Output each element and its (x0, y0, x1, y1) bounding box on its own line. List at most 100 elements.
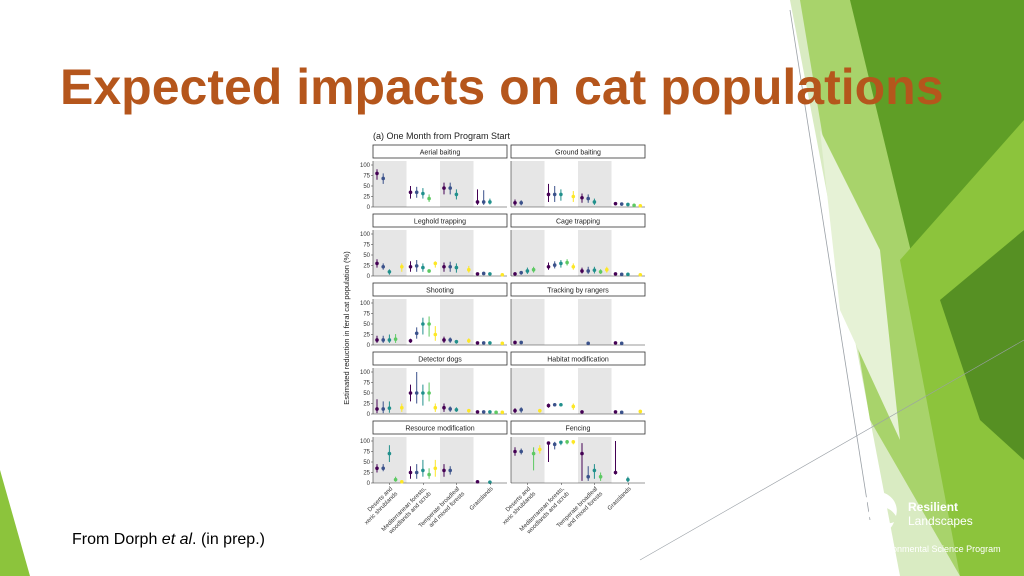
data-point (638, 203, 643, 208)
data-point (421, 265, 425, 270)
y-tick-label: 50 (363, 391, 370, 397)
data-point (448, 468, 452, 473)
y-tick-label: 100 (360, 439, 371, 445)
data-point (427, 322, 431, 326)
data-point (531, 451, 536, 456)
y-tick-label: 100 (360, 163, 371, 169)
panel-strip-label: Tracking by rangers (547, 288, 609, 295)
panel-strip-label: Leghold trapping (414, 219, 466, 226)
data-point (571, 264, 576, 269)
y-tick-label: 75 (363, 312, 370, 318)
caption-italic: et al (161, 531, 193, 548)
x-tick-label: Grasslands (469, 486, 495, 512)
data-point (448, 338, 452, 342)
y-tick-label: 75 (363, 174, 370, 180)
data-point (408, 339, 413, 343)
data-point (408, 264, 413, 269)
data-point (626, 272, 630, 277)
panel-strip-label: Aerial baiting (420, 150, 461, 157)
data-point (475, 272, 480, 276)
logo-line3: National Environmental Science Program (836, 544, 1001, 554)
data-point (531, 267, 536, 272)
data-point (488, 341, 492, 345)
data-point (538, 408, 542, 413)
category-band (511, 299, 545, 345)
data-point (626, 202, 630, 207)
data-point (613, 470, 618, 475)
data-point (619, 410, 624, 415)
logo-swirl-icon (851, 491, 897, 535)
data-point (546, 441, 551, 445)
data-point (421, 468, 425, 473)
data-point (546, 192, 551, 197)
category-band (373, 161, 407, 207)
data-point (400, 405, 404, 410)
slide-caption: From Dorph et al. (in prep.) (72, 531, 265, 549)
data-point (592, 200, 597, 204)
chart: (a) One Month from Program Start Estimate… (342, 131, 646, 536)
data-point (387, 338, 392, 342)
caption-prefix: From Dorph (72, 531, 162, 548)
data-point (488, 480, 492, 484)
green-sliver-light (820, 130, 900, 440)
data-point (427, 472, 431, 477)
data-point (538, 447, 542, 452)
data-point (571, 404, 576, 409)
panel-strip-label: Resource modification (405, 426, 474, 433)
slide-title: Expected impacts on cat populations (60, 59, 944, 115)
y-tick-label: 100 (360, 232, 371, 238)
y-tick-label: 0 (367, 205, 371, 211)
data-point (513, 201, 517, 205)
data-point (467, 267, 471, 272)
data-point (454, 192, 459, 197)
data-point (500, 272, 505, 277)
y-tick-label: 100 (360, 370, 371, 376)
y-tick-label: 100 (360, 301, 371, 307)
panel-strip (372, 144, 508, 159)
data-point (414, 470, 419, 475)
data-point (454, 265, 459, 270)
panel-strip (510, 420, 646, 435)
green-corner-left (0, 470, 30, 576)
panel-strip (510, 144, 646, 159)
y-axis-label: Estimated reduction in feral cat populat… (342, 251, 351, 405)
logo-line2: Landscapes (908, 514, 973, 528)
data-point (433, 466, 438, 471)
category-band (511, 368, 545, 414)
data-point (586, 196, 590, 201)
panel-strip-label: Fencing (566, 426, 591, 433)
y-tick-label: 50 (363, 253, 370, 259)
data-point (519, 449, 523, 454)
data-point (494, 410, 498, 415)
data-point (613, 272, 618, 276)
data-point (433, 405, 438, 410)
data-point (500, 410, 505, 415)
data-point (442, 468, 446, 473)
y-tick-label: 0 (367, 343, 371, 349)
data-point (598, 474, 603, 479)
y-tick-label: 0 (367, 481, 371, 487)
y-tick-label: 0 (367, 274, 371, 280)
panel-strip-label: Ground baiting (555, 150, 601, 157)
data-point (552, 442, 557, 447)
data-point (375, 171, 379, 176)
data-point (632, 203, 636, 208)
panel-strip (510, 213, 646, 228)
data-point (481, 271, 486, 276)
data-point (414, 190, 419, 195)
data-point (393, 477, 398, 482)
data-point (580, 195, 584, 200)
y-tick-label: 25 (363, 264, 370, 270)
data-point (619, 341, 624, 346)
data-point (421, 191, 425, 196)
data-point (513, 272, 517, 276)
data-point (613, 341, 618, 345)
data-point (427, 196, 431, 201)
panel-strip-label: Habitat modification (547, 357, 609, 364)
panel-strip (510, 351, 646, 366)
data-point (613, 201, 618, 206)
data-point (559, 261, 563, 266)
data-point (598, 270, 603, 274)
data-point (559, 192, 563, 197)
data-point (387, 451, 392, 456)
